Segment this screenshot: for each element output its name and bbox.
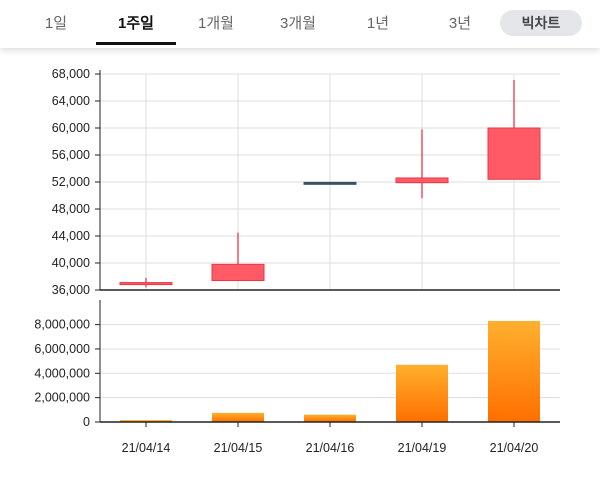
candle-body: [303, 181, 357, 185]
active-tab-underline: [96, 42, 176, 45]
volume-tick-label: 0: [83, 415, 90, 429]
volume-tick-label: 6,000,000: [34, 342, 90, 356]
big-chart-button[interactable]: 빅차트: [500, 10, 582, 36]
x-tick-label: 21/04/16: [306, 441, 355, 455]
volume-bar: [304, 414, 356, 422]
price-tick-label: 56,000: [52, 148, 90, 162]
period-tab-bar: 1일 1주일 1개월 3개월 1년 3년 빅차트: [0, 0, 600, 48]
candle-body: [487, 127, 541, 180]
volume-bar: [488, 320, 540, 422]
candle-body: [211, 263, 265, 282]
x-tick-label: 21/04/14: [122, 441, 171, 455]
price-panel: 36,000 40,000 44,000 48,000 52,000 56,000 60,0…: [52, 67, 560, 297]
tab-3-months[interactable]: 3개월: [280, 15, 316, 32]
volume-bar: [212, 412, 264, 422]
tab-1-month[interactable]: 1개월: [198, 15, 234, 32]
tab-1-week[interactable]: 1주일: [118, 15, 154, 32]
price-tick-label: 60,000: [52, 121, 90, 135]
tab-1-year[interactable]: 1년: [366, 15, 390, 32]
price-tick-label: 40,000: [52, 256, 90, 270]
volume-tick-label: 2,000,000: [34, 391, 90, 405]
x-tick-label: 21/04/15: [214, 441, 263, 455]
candle-body: [395, 177, 449, 184]
volume-tick-label: 4,000,000: [34, 366, 90, 380]
x-tick-label: 21/04/20: [490, 441, 539, 455]
stock-chart: 36,000 40,000 44,000 48,000 52,000 56,000 60,0…: [34, 67, 560, 455]
volume-tick-label: 8,000,000: [34, 318, 90, 332]
price-tick-label: 64,000: [52, 94, 90, 108]
price-tick-label: 68,000: [52, 67, 90, 81]
x-axis: 21/04/14 21/04/15 21/04/16 21/04/19 21/04/20: [122, 422, 539, 455]
volume-panel: 0 2,000,000 4,000,000 6,000,000 8,000,000: [34, 300, 560, 429]
x-tick-label: 21/04/19: [398, 441, 447, 455]
price-tick-label: 44,000: [52, 229, 90, 243]
tab-3-years[interactable]: 3년: [448, 15, 472, 32]
price-tick-label: 36,000: [52, 283, 90, 297]
price-tick-label: 52,000: [52, 175, 90, 189]
tab-1-day[interactable]: 1일: [44, 15, 68, 32]
price-tick-label: 48,000: [52, 202, 90, 216]
candle-body: [119, 282, 173, 286]
volume-bar: [120, 420, 172, 422]
volume-bar: [396, 364, 448, 422]
